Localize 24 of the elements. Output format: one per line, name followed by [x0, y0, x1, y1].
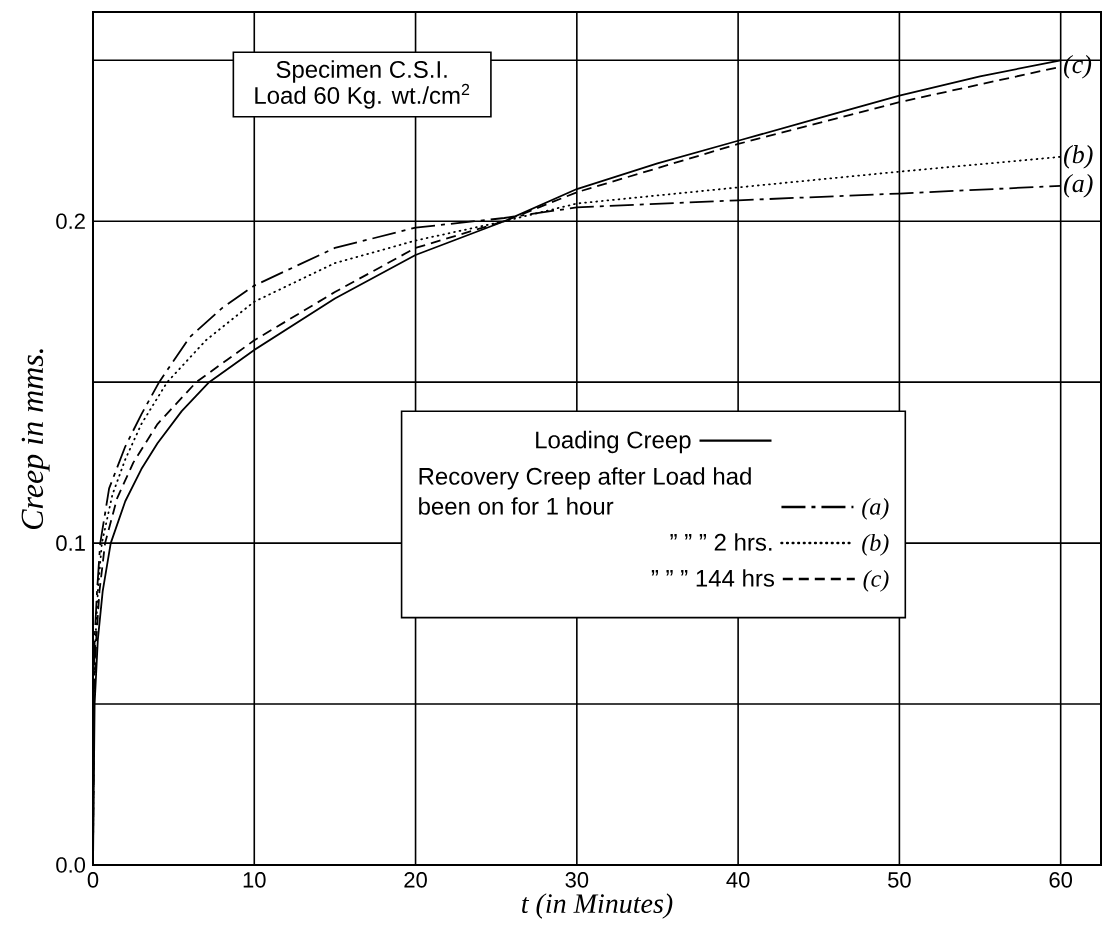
y-tick-label: 0.0	[56, 857, 86, 873]
legend-label: ” ” ” 144 hrs	[651, 569, 775, 587]
text: (c)	[863, 569, 889, 592]
text: Load 60 Kg. wt./cm$^{2}$	[255, 83, 470, 109]
x-tick-label: 20	[404, 872, 427, 888]
text: (b)	[862, 533, 889, 556]
legend-label: Recovery Creep after Load had been on for 1 hour	[419, 467, 751, 515]
legend-label: Loading Creep	[536, 430, 691, 454]
annotation: (b)	[1063, 145, 1093, 169]
x-tick-label: 30	[565, 872, 589, 888]
text: Specimen C.S.I.	[276, 60, 447, 83]
y-tick-label: 0.2	[56, 213, 85, 230]
legend-label: ” ” ” 2 hrs.	[670, 533, 772, 551]
x-tick-label: 50	[888, 872, 911, 888]
annotation: (a)	[1063, 174, 1093, 198]
y-tick-label: 0.1	[56, 535, 85, 551]
x-tick-label: 0	[87, 872, 99, 888]
x-tick-label: 40	[726, 872, 750, 888]
annotation: (c)	[1063, 54, 1092, 79]
x-axis-title: t (in Minutes)	[522, 893, 673, 919]
y-axis-title: Creep in mms.	[21, 349, 50, 529]
text: (a)	[862, 497, 889, 520]
x-tick-label: 60	[1049, 872, 1073, 888]
x-tick-label: 10	[243, 872, 266, 888]
